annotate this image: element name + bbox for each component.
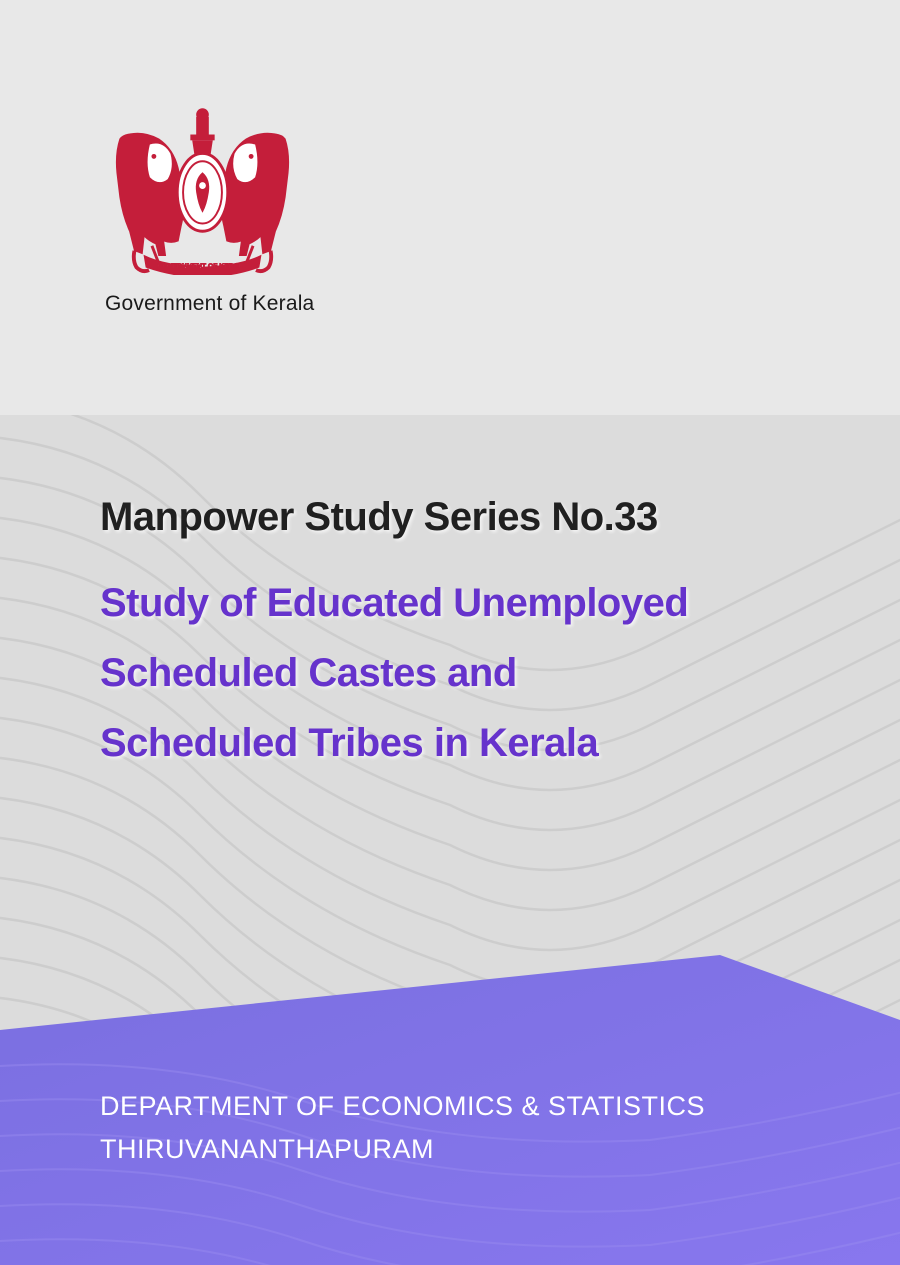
study-title-line-2: Scheduled Castes and: [100, 651, 517, 695]
study-title-line-3: Scheduled Tribes in Kerala: [100, 721, 598, 765]
kerala-emblem-icon: GOVERNMENT OF KERALA: [105, 100, 300, 275]
title-block: Manpower Study Series No.33 Study of Edu…: [100, 495, 840, 778]
svg-text:GOVERNMENT OF KERALA: GOVERNMENT OF KERALA: [157, 263, 247, 270]
department-name: DEPARTMENT OF ECONOMICS & STATISTICS: [100, 1085, 705, 1128]
emblem-block: GOVERNMENT OF KERALA Government of Keral…: [105, 100, 314, 316]
government-label: Government of Kerala: [105, 292, 314, 316]
department-block: DEPARTMENT OF ECONOMICS & STATISTICS THI…: [100, 1085, 705, 1171]
department-location: THIRUVANANTHAPURAM: [100, 1128, 705, 1171]
series-title: Manpower Study Series No.33: [100, 495, 840, 540]
footer-section: DEPARTMENT OF ECONOMICS & STATISTICS THI…: [0, 955, 900, 1265]
study-title: Study of Educated Unemployed Scheduled C…: [100, 568, 840, 778]
document-cover: GOVERNMENT OF KERALA Government of Keral…: [0, 0, 900, 1265]
study-title-line-1: Study of Educated Unemployed: [100, 581, 688, 625]
header-section: GOVERNMENT OF KERALA Government of Keral…: [0, 0, 900, 415]
